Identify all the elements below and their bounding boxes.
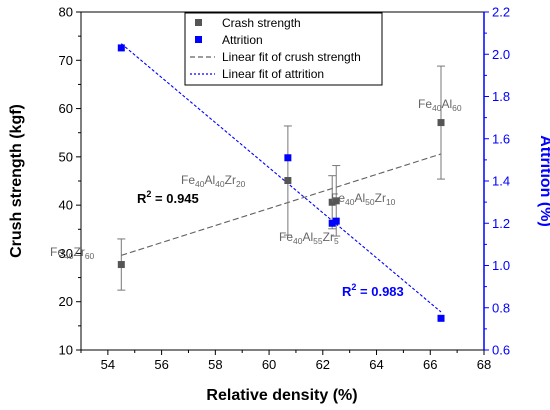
crush-strength-point (284, 177, 292, 185)
legend-box (184, 12, 383, 86)
legend-label-fit-attrition: Linear fit of attrition (222, 67, 324, 81)
legend-label-attrition: Attrition (222, 33, 263, 47)
x-axis-title: Relative density (%) (206, 387, 357, 404)
attrition-point (328, 219, 336, 227)
legend-label-crush: Crash strength (222, 16, 301, 30)
label-fe40al55zr5: Fe40Al55Zr5 (279, 230, 339, 246)
y2-tick-label: 1.6 (492, 131, 510, 146)
y2-tick-label: 2.0 (492, 47, 510, 62)
marks-layer (117, 44, 446, 322)
legend-label-fit-crush: Linear fit of crush strength (222, 50, 361, 64)
x-tick-label: 60 (262, 357, 276, 372)
y2-tick-label: 0.6 (492, 343, 510, 358)
fit-line-crush (121, 153, 442, 256)
y-tick-label: 50 (59, 149, 73, 164)
attrition-point (437, 314, 445, 322)
fit-layer (120, 43, 442, 313)
y-tick-label: 80 (59, 5, 73, 20)
crush-strength-point (328, 198, 336, 206)
attrition-point (284, 154, 292, 162)
attrition-point (332, 217, 340, 225)
y-tick-label: 10 (59, 343, 73, 358)
label-fe40al40zr20: Fe40Al40Zr20 (181, 173, 246, 189)
x-tick-label: 66 (423, 357, 437, 372)
crush-strength-point (117, 261, 125, 269)
x-tick-label: 54 (101, 357, 115, 372)
crush-strength-point (332, 197, 340, 205)
fit-line-attrition (120, 43, 442, 313)
x-tick-label: 62 (316, 357, 330, 372)
attrition-point (117, 44, 125, 52)
x-tick-label: 58 (208, 357, 222, 372)
y-tick-label: 20 (59, 294, 73, 309)
x-tick-label: 68 (477, 357, 491, 372)
y2-axis-title: Attrition (%) (537, 135, 550, 227)
y-tick-label: 30 (59, 246, 73, 261)
y2-tick-label: 1.4 (492, 174, 510, 189)
y-tick-label: 60 (59, 101, 73, 116)
crush-strength-point (437, 119, 445, 127)
label-fe40al50zr10: Fe40Al50Zr10 (331, 191, 396, 207)
y2-tick-label: 1.2 (492, 216, 510, 231)
y-axis-title: Crush strength (kgf) (8, 104, 25, 258)
legend-marker-attrition (195, 36, 202, 43)
y2-tick-label: 2.2 (492, 5, 510, 20)
r2-crush-label: R2 = 0.945 (137, 189, 199, 206)
r2-attrition-label: R2 = 0.983 (342, 282, 404, 299)
y2-tick-label: 1.0 (492, 258, 510, 273)
y2-tick-label: 0.8 (492, 300, 510, 315)
ticks-layer: 54 56 58 60 62 64 66 68 10 20 30 40 50 60 70 80 0.6 0.8 1.… (59, 5, 511, 373)
y-tick-label: 40 (59, 198, 73, 213)
label-fe40al60: Fe40Al60 (418, 97, 462, 113)
label-fe40zr60: Fe40Zr60 (50, 245, 95, 261)
legend-marker-crush (195, 19, 202, 26)
x-tick-label: 56 (154, 357, 168, 372)
x-tick-label: 64 (369, 357, 383, 372)
y2-tick-label: 1.8 (492, 89, 510, 104)
y-tick-label: 70 (59, 53, 73, 68)
legend: Crash strength Attrition Linear fit of c… (184, 12, 383, 86)
